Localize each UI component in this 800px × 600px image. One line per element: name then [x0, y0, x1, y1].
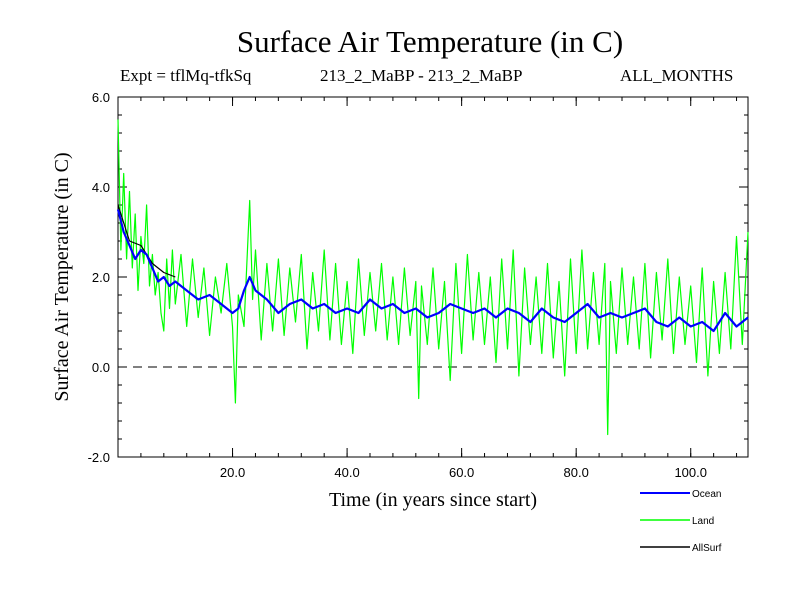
x-tick-label: 40.0	[334, 465, 359, 480]
plot-frame	[117, 96, 749, 458]
x-tick-label: 80.0	[564, 465, 589, 480]
legend-label-ocean: Ocean	[692, 489, 721, 500]
y-tick-label: 2.0	[92, 270, 110, 285]
legend: Ocean Land AllSurf	[640, 489, 722, 554]
x-axis-title: Time (in years since start)	[329, 489, 537, 511]
axis-ticks	[117, 96, 748, 458]
period-label: 213_2_MaBP - 213_2_MaBP	[320, 66, 523, 85]
axis-tick-labels: -2.0 0.0 2.0 4.0 6.0 20.0 40.0 60.0 80.0 100.0	[88, 90, 707, 480]
y-tick-label: -2.0	[88, 450, 110, 465]
series-line-ocean	[116, 209, 749, 333]
legend-label-land: Land	[692, 516, 714, 527]
series-line-land	[117, 119, 749, 436]
experiment-label: Expt = tflMq-tfkSq	[120, 66, 252, 85]
x-tick-label: 20.0	[220, 465, 245, 480]
y-tick-label: 4.0	[92, 180, 110, 195]
x-tick-label: 60.0	[449, 465, 474, 480]
y-axis-title: Surface Air Temperature (in C)	[51, 152, 73, 401]
y-tick-label: 6.0	[92, 90, 110, 105]
legend-label-allsurf: AllSurf	[692, 543, 722, 554]
y-tick-label: 0.0	[92, 360, 110, 375]
chart-title: Surface Air Temperature (in C)	[236, 24, 624, 59]
x-tick-label: 100.0	[674, 465, 707, 480]
series-layer	[116, 119, 749, 436]
months-label: ALL_MONTHS	[620, 66, 734, 85]
